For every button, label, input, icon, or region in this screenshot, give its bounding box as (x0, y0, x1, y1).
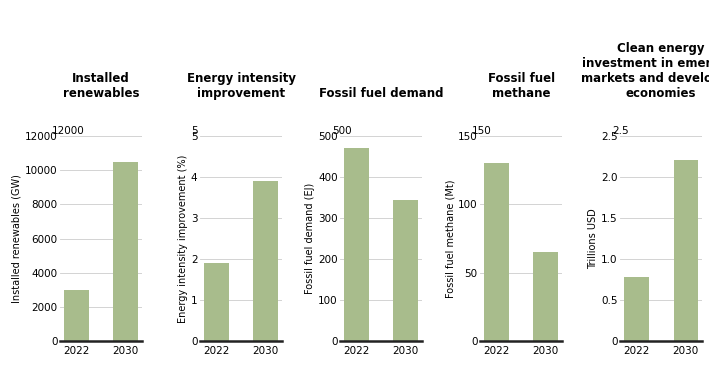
Title: Fossil fuel demand: Fossil fuel demand (319, 87, 443, 100)
Bar (64, 290, 89, 341)
Title: Installed
renewables: Installed renewables (62, 72, 139, 100)
Text: 2.5: 2.5 (612, 126, 628, 136)
Text: 12000: 12000 (52, 126, 84, 136)
Text: 150: 150 (471, 126, 491, 136)
Title: Energy intensity
improvement: Energy intensity improvement (186, 72, 296, 100)
Y-axis label: Fossil fuel methane (Mt): Fossil fuel methane (Mt) (445, 179, 455, 298)
Bar (624, 277, 649, 341)
Y-axis label: Fossil fuel demand (EJ): Fossil fuel demand (EJ) (305, 183, 316, 294)
Bar (533, 252, 558, 341)
Bar (393, 199, 418, 341)
Bar (204, 263, 229, 341)
Y-axis label: Trillions USD: Trillions USD (588, 208, 598, 269)
Title: Clean energy
investment in emerging
markets and developing
economies: Clean energy investment in emerging mark… (581, 42, 709, 100)
Bar (113, 161, 138, 341)
Text: 500: 500 (332, 126, 352, 136)
Y-axis label: Energy intensity improvement (%): Energy intensity improvement (%) (178, 154, 188, 323)
Title: Fossil fuel
methane: Fossil fuel methane (488, 72, 554, 100)
Bar (344, 148, 369, 341)
Bar (674, 161, 698, 341)
Text: 5: 5 (191, 126, 199, 136)
Y-axis label: Installed renewables (GW): Installed renewables (GW) (12, 174, 22, 303)
Bar (484, 163, 509, 341)
Bar (253, 181, 278, 341)
